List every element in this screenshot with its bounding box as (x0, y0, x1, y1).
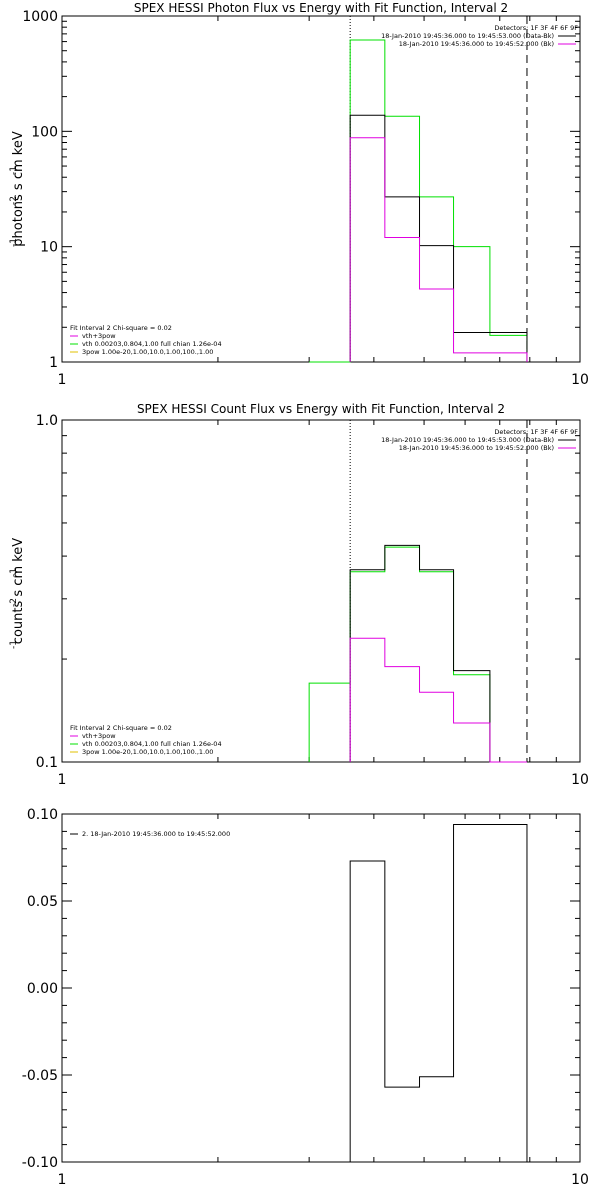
y-axis-exponent: -1 (9, 166, 19, 175)
y-axis-label: photons s cm keV (11, 131, 26, 247)
x-tick-label: 10 (571, 1172, 589, 1188)
black-series-line (349, 114, 528, 362)
x-tick-label: 1 (58, 772, 67, 788)
y-tick-label: 1 (49, 355, 58, 371)
plot-frame (61, 15, 581, 363)
legend-fit-header: Fit Interval 2 Chi-square = 0.02 (70, 724, 172, 732)
black-series-line (349, 823, 528, 1162)
y-axis-exponent: -1 (9, 568, 19, 577)
legend-fit-label: vth+3pow (82, 732, 116, 740)
legend-detectors: Detectors: 1F 3F 4F 6F 9F (494, 24, 578, 32)
legend-fit-label: vth 0.00203,0.804,1.00 full chian 1.26e-… (82, 340, 222, 348)
y-axis-exponent: -2 (9, 598, 19, 607)
legend-fit-label: 3pow 1.00e-20,1.00,10.0,1.00,100.,1.00 (82, 348, 213, 356)
y-axis-exponent: -1 (9, 640, 19, 649)
y-tick-label: 1.0 (36, 413, 58, 429)
x-tick-label: 10 (571, 772, 589, 788)
legend-interval-label: 18-Jan-2010 19:45:36.000 to 19:45:53.000… (381, 436, 554, 444)
y-axis-exponent: -1 (9, 238, 19, 247)
count-flux-panel: SPEX HESSI Count Flux vs Energy with Fit… (9, 402, 589, 788)
x-tick-label: 1 (58, 372, 67, 388)
green-series-line (309, 39, 528, 363)
y-tick-label: 1000 (22, 9, 58, 25)
green-series-line (308, 546, 527, 763)
legend-interval-label: 18-Jan-2010 19:45:36.000 to 19:45:52.000… (399, 40, 554, 48)
legend-fit-label: vth+3pow (82, 332, 116, 340)
black-series-line (349, 544, 527, 763)
y-tick-label: 0.00 (27, 981, 58, 997)
residuals-panel: 1 10 -0.10 -0.05 0.00 0.05 0.10 2. 18-Jan-2010 … (22, 807, 589, 1188)
legend-fit-label: 3pow 1.00e-20,1.00,10.0,1.00,100.,1.00 (82, 748, 213, 756)
legend-fit-header: Fit Interval 2 Chi-square = 0.02 (70, 324, 172, 332)
y-axis-label: counts s cm keV (11, 538, 26, 644)
chart-title: SPEX HESSI Count Flux vs Energy with Fit… (137, 402, 505, 416)
y-tick-label: 10 (40, 240, 58, 256)
legend-interval-label: 18-Jan-2010 19:45:36.000 to 19:45:53.000… (381, 32, 554, 40)
x-tick-label: 10 (571, 372, 589, 388)
chart-title: SPEX HESSI Photon Flux vs Energy with Fi… (134, 1, 508, 15)
plot-frame (61, 419, 581, 763)
y-tick-label: 0.10 (27, 807, 58, 823)
y-tick-label: -0.10 (22, 1155, 58, 1171)
legend-detectors: Detectors: 1F 3F 4F 6F 9F (494, 428, 578, 436)
y-tick-label: 0.05 (27, 894, 58, 910)
magenta-series-line (349, 637, 527, 763)
y-tick-label: 0.1 (36, 755, 58, 771)
photon-flux-panel: SPEX HESSI Photon Flux vs Energy with Fi… (9, 1, 589, 388)
y-tick-label: -0.05 (22, 1068, 58, 1084)
y-axis-exponent: -2 (9, 196, 19, 205)
legend-interval-label: 18-Jan-2010 19:45:36.000 to 19:45:52.000… (399, 444, 554, 452)
y-tick-label: 100 (31, 124, 58, 140)
legend-fit-label: vth 0.00203,0.804,1.00 full chian 1.26e-… (82, 740, 222, 748)
x-tick-label: 1 (58, 1172, 67, 1188)
plot-frame (61, 813, 581, 1163)
legend-fit-label: 2. 18-Jan-2010 19:45:36.000 to 19:45:52.… (82, 830, 230, 838)
magenta-series-line (349, 137, 528, 362)
